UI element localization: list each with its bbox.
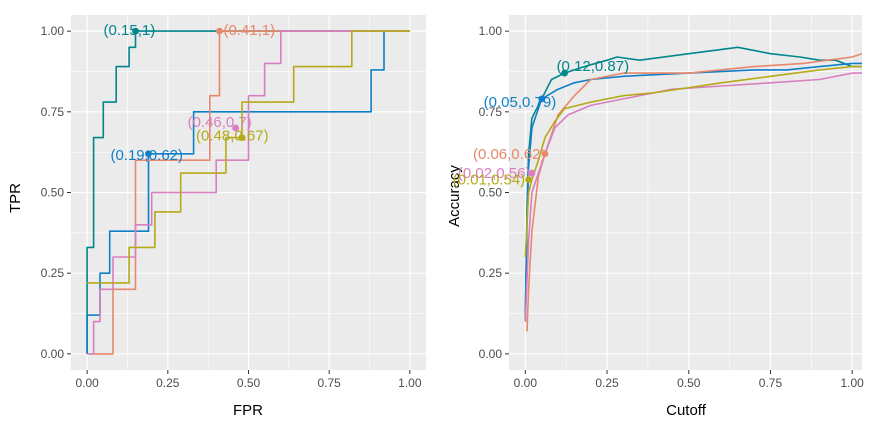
roc-y-axis-title: TPR (7, 183, 24, 213)
roc-y-tick-label: 0.00 (41, 347, 65, 361)
acc-y-tick-label: 0.25 (479, 266, 503, 280)
acc-x-tick-label: 0.75 (759, 376, 783, 390)
roc-point-label: (0.15,1) (104, 22, 156, 39)
roc-y-tick-label: 0.25 (41, 266, 65, 280)
acc-point-label: (0.01,0.54) (453, 172, 526, 189)
roc-point-label: (0.41,1) (223, 22, 275, 39)
acc-point-label: (0.05,0.79) (484, 94, 557, 111)
acc-point-label: (0.02,0.56) (458, 165, 531, 182)
roc-y-tick-label: 0.50 (41, 186, 65, 200)
roc-series-line-olive (87, 30, 410, 284)
roc-curve-panel: FPR TPR 0.00 0.25 0.50 0.75 1.00 0.00 0.25 0.50… (7, 15, 426, 419)
acc-y-tick-label: 1.00 (479, 24, 503, 38)
acc-y-tick-label: 0.00 (479, 347, 503, 361)
acc-y-tick-label: 0.50 (479, 186, 503, 200)
roc-x-tick-label: 1.00 (398, 376, 422, 390)
acc-optimal-point (561, 69, 568, 77)
acc-x-tick-label: 0.00 (514, 376, 538, 390)
acc-x-tick-label: 0.25 (595, 376, 619, 390)
acc-series-line-pink (524, 72, 862, 322)
roc-x-tick-label: 0.50 (237, 376, 261, 390)
roc-x-tick-label: 0.25 (156, 376, 180, 390)
acc-x-tick-label: 0.50 (677, 376, 701, 390)
acc-series-line-teal (524, 46, 862, 322)
acc-optimal-point (528, 169, 536, 177)
roc-x-tick-label: 0.00 (75, 376, 99, 390)
acc-optimal-point (541, 150, 549, 158)
roc-series-line-pink (87, 30, 410, 355)
acc-optimal-point (538, 95, 546, 103)
roc-optimal-point (232, 124, 239, 132)
acc-series-line-blue (524, 62, 862, 316)
roc-optimal-point (132, 27, 139, 35)
acc-y-tick-label: 0.75 (479, 105, 503, 119)
accuracy-cutoff-panel: Cutoff Accuracy 0.00 0.25 0.50 0.75 1.00 0.00… (446, 15, 864, 419)
roc-point-label: (0.48,0.67) (196, 128, 269, 145)
roc-optimal-point (216, 27, 223, 35)
acc-y-axis-title: Accuracy (446, 165, 463, 227)
acc-series-line-orange (526, 52, 862, 332)
roc-optimal-point (145, 150, 152, 158)
acc-optimal-point (525, 176, 533, 183)
roc-x-axis-title: FPR (233, 402, 263, 419)
roc-optimal-point (238, 134, 246, 142)
roc-y-tick-label: 1.00 (41, 24, 65, 38)
roc-x-tick-label: 0.75 (318, 376, 342, 390)
roc-y-tick-label: 0.75 (41, 105, 65, 119)
acc-x-tick-label: 1.00 (841, 376, 865, 390)
acc-point-label: (0.12,0.87) (557, 58, 630, 75)
roc-series-line-orange (90, 30, 410, 355)
roc-point-label: (0.46,0.7) (188, 114, 252, 131)
roc-point-label: (0.19,0.62) (110, 147, 183, 164)
acc-point-label: (0.06,0.62) (473, 146, 546, 163)
acc-x-axis-title: Cutoff (666, 402, 707, 419)
